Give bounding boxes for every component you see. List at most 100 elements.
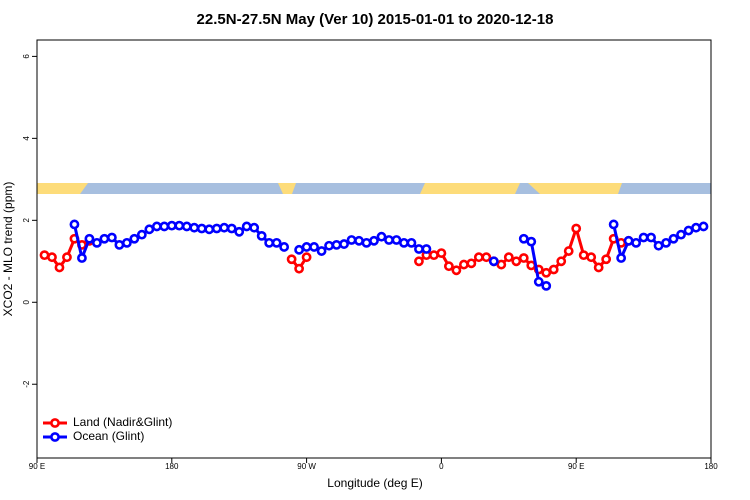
data-point xyxy=(264,237,275,248)
y-tick-label: -2 xyxy=(22,380,31,388)
data-point xyxy=(616,253,627,263)
data-point xyxy=(121,237,132,248)
data-point xyxy=(451,265,462,276)
data-point xyxy=(99,233,110,244)
x-tick-label: 0 xyxy=(439,462,444,471)
data-point xyxy=(623,235,634,246)
plot-frame xyxy=(36,39,712,459)
land-strip xyxy=(528,183,622,194)
data-point xyxy=(181,221,192,232)
data-point xyxy=(548,264,559,275)
data-point xyxy=(54,262,65,273)
data-point xyxy=(458,259,469,270)
data-point xyxy=(189,222,200,233)
x-tick-label: 90 E xyxy=(568,462,584,471)
data-point xyxy=(219,222,230,233)
data-point xyxy=(421,244,432,254)
data-point xyxy=(159,221,170,232)
data-point xyxy=(339,239,349,249)
data-point xyxy=(518,233,529,244)
data-point xyxy=(301,242,312,252)
chart-title: 22.5N-27.5N May (Ver 10) 2015-01-01 to 2… xyxy=(197,11,554,28)
y-tick-label: 2 xyxy=(22,218,31,223)
data-point xyxy=(376,231,387,242)
data-point xyxy=(429,250,439,261)
data-point xyxy=(106,232,117,243)
legend-label: Land (Nadir&Glint) xyxy=(73,415,172,429)
data-point xyxy=(241,221,252,232)
data-point xyxy=(541,280,552,291)
data-point xyxy=(136,229,147,240)
data-point xyxy=(481,252,492,263)
data-point xyxy=(511,256,522,267)
land-strip xyxy=(420,183,520,194)
data-point xyxy=(39,250,50,261)
data-point xyxy=(631,237,642,248)
data-point xyxy=(114,240,125,250)
data-point xyxy=(541,267,552,278)
land-strip xyxy=(37,183,88,194)
data-point xyxy=(653,240,664,251)
data-point xyxy=(608,219,619,230)
data-point xyxy=(77,253,87,263)
data-point xyxy=(533,276,544,287)
x-tick-label: 90 W xyxy=(297,462,316,471)
series xyxy=(39,223,634,278)
data-point xyxy=(174,220,185,231)
data-point xyxy=(369,235,379,246)
legend: Land (Nadir&Glint)Ocean (Glint) xyxy=(43,415,172,443)
data-point xyxy=(151,221,162,232)
data-point xyxy=(698,221,709,232)
data-point xyxy=(309,242,319,252)
data-point xyxy=(563,246,574,256)
data-point xyxy=(661,237,671,248)
data-point xyxy=(84,233,95,244)
data-point xyxy=(414,256,424,267)
data-point xyxy=(668,233,679,244)
data-point xyxy=(414,244,424,254)
data-point xyxy=(691,222,701,233)
data-point xyxy=(226,223,237,234)
data-point xyxy=(286,254,297,265)
data-point xyxy=(593,262,604,273)
land-strip xyxy=(278,183,296,194)
data-point xyxy=(361,237,372,248)
data-point xyxy=(354,235,364,246)
x-axis-label: Longitude (deg E) xyxy=(327,476,422,490)
data-point xyxy=(271,237,282,248)
x-tick-label: 180 xyxy=(165,462,179,471)
data-point xyxy=(294,263,305,274)
legend-marker xyxy=(50,432,60,442)
data-point xyxy=(526,236,537,247)
data-point xyxy=(346,235,357,245)
data-point xyxy=(399,237,409,248)
ocean-strip xyxy=(37,183,711,194)
data-point xyxy=(144,224,155,235)
x-tick-label: 90 E xyxy=(29,462,45,471)
data-point xyxy=(601,254,612,265)
data-point xyxy=(294,244,305,255)
data-point xyxy=(166,220,177,231)
data-point xyxy=(62,252,72,263)
legend-label: Ocean (Glint) xyxy=(73,429,144,443)
map-strip xyxy=(37,183,711,194)
data-point xyxy=(466,258,477,269)
data-point xyxy=(316,246,327,256)
data-point xyxy=(473,252,484,263)
data-point xyxy=(196,223,207,234)
data-point xyxy=(301,252,312,263)
y-tick-label: 6 xyxy=(22,54,31,59)
data-point xyxy=(324,240,334,251)
data-point xyxy=(331,240,342,250)
data-point xyxy=(443,261,454,272)
data-point xyxy=(496,259,507,270)
y-axis-label: XCO2 - MLO trend (ppm) xyxy=(1,182,15,317)
data-point xyxy=(234,226,245,237)
data-point xyxy=(69,219,80,230)
data-point xyxy=(586,252,597,263)
data-point xyxy=(92,237,102,248)
legend-marker xyxy=(50,418,60,428)
data-point xyxy=(384,235,394,245)
